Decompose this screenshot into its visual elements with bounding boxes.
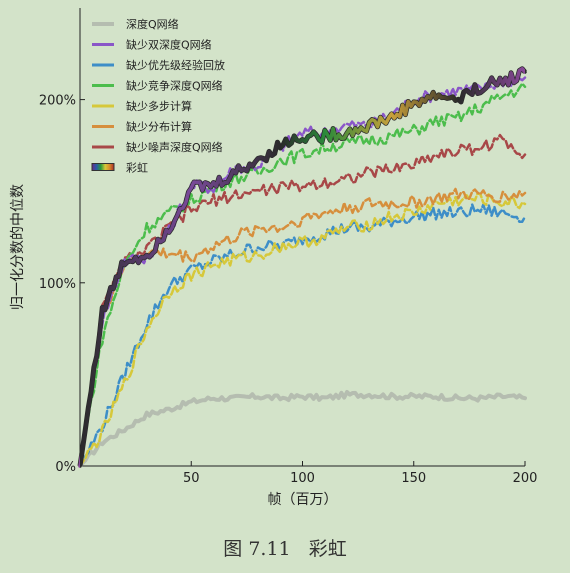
x-tick-label: 100	[290, 471, 315, 486]
legend-entry: 彩虹	[126, 162, 148, 175]
plot-series	[77, 66, 527, 468]
series-line	[78, 76, 527, 468]
figure-caption: 图 7.11 彩虹	[0, 534, 570, 561]
caption-title: 彩虹	[308, 538, 347, 560]
x-tick-label: 50	[183, 471, 200, 486]
y-tick-label: 200%	[39, 94, 76, 109]
x-axis-title: 帧（百万）	[268, 492, 338, 508]
legend-swatch	[91, 163, 115, 171]
legend: 深度Q网络缺少双深度Q网络缺少优先级经验回放缺少竞争深度Q网络缺少多步计算缺少分…	[91, 17, 225, 175]
legend-entry: 缺少分布计算	[126, 120, 192, 134]
legend-entry: 缺少多步计算	[126, 99, 192, 113]
legend-entry: 缺少竞争深度Q网络	[126, 79, 223, 93]
caption-label: 图 7.11	[223, 538, 291, 560]
y-tick-label: 100%	[39, 277, 76, 292]
series-line	[78, 390, 527, 468]
legend-entry: 深度Q网络	[126, 17, 179, 31]
y-tick-label: 0%	[55, 460, 76, 475]
x-tick-label: 200	[513, 471, 538, 486]
series-line	[78, 191, 527, 468]
series-line	[78, 203, 527, 468]
series-line	[78, 82, 527, 468]
legend-entry: 缺少优先级经验回放	[126, 58, 225, 72]
series-line	[78, 67, 527, 468]
x-tick-label: 150	[401, 471, 426, 486]
y-axis-title: 归一化分数的中位数	[9, 184, 26, 310]
legend-entry: 缺少噪声深度Q网络	[126, 140, 223, 154]
legend-entry: 缺少双深度Q网络	[126, 38, 212, 52]
plot-axes: 50 100 150 200 0% 100% 200% 帧（百万） 归一化分数的中位数	[9, 8, 537, 508]
series-line	[78, 133, 527, 468]
